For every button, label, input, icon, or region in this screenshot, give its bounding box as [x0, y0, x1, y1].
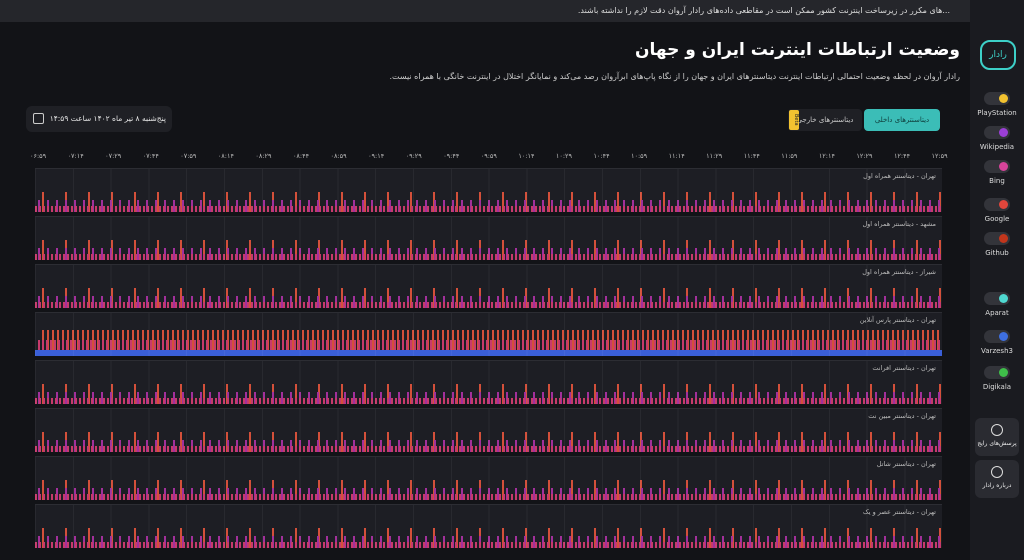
- logo[interactable]: رادار: [980, 40, 1016, 70]
- legend-item[interactable]: Bing: [975, 160, 1019, 185]
- chart-row: تهران - دیتاسنتر مبین نت: [35, 408, 942, 452]
- time-label: ۰۹:۱۴: [368, 152, 385, 160]
- time-label: ۰۷:۱۴: [67, 152, 84, 160]
- color-dot: [999, 294, 1008, 303]
- row-label: مشهد - دیتاسنتر همراه اول: [862, 220, 936, 228]
- time-label: ۱۱:۱۴: [668, 152, 685, 160]
- legend-name: Bing: [989, 177, 1005, 185]
- time-label: ۰۷:۵۹: [180, 152, 197, 160]
- time-label: ۰۷:۴۴: [142, 152, 159, 160]
- color-dot: [999, 368, 1008, 377]
- time-label: ۰۹:۵۹: [480, 152, 497, 160]
- chart-row: تهران - دیتاسنتر شاتل: [35, 456, 942, 500]
- time-label: ۰۸:۱۴: [217, 152, 234, 160]
- chart-row: تهران - دیتاسنتر پارس آنلاین: [35, 312, 942, 356]
- legend-name: Digikala: [982, 383, 1012, 391]
- subtitle: رادار آروان در لحظه وضعیت احتمالی ارتباط…: [389, 72, 960, 81]
- toggle: [984, 292, 1010, 305]
- time-label: ۱۱:۲۹: [706, 152, 723, 160]
- legend-item[interactable]: Varzesh3: [975, 330, 1019, 355]
- calendar-icon: [33, 113, 44, 124]
- time-label: ۱۱:۴۴: [743, 152, 760, 160]
- time-label: ۱۲:۲۹: [856, 152, 873, 160]
- chart-row: تهران - دیتاسنتر عصر و یک: [35, 504, 942, 548]
- legend-item[interactable]: Aparat: [975, 292, 1019, 317]
- color-dot: [999, 94, 1008, 103]
- toggle: [984, 126, 1010, 139]
- legend-name: Github: [985, 249, 1009, 257]
- legend-name: Wikipedia: [979, 143, 1015, 151]
- icon: [991, 466, 1003, 478]
- row-label: تهران - دیتاسنتر عصر و یک: [862, 508, 936, 516]
- color-dot: [999, 200, 1008, 209]
- title: وضعیت ارتباطات اینترنت ایران و جهان: [634, 40, 960, 60]
- toggle: [984, 198, 1010, 211]
- color-dot: [999, 162, 1008, 171]
- tab[interactable]: دیتاسنترهای داخلی: [864, 109, 940, 131]
- toggle: [984, 330, 1010, 343]
- chart-row: شیراز - دیتاسنتر همراه اول: [35, 264, 942, 308]
- chart-row: مشهد - دیتاسنتر همراه اول: [35, 216, 942, 260]
- row-label: شیراز - دیتاسنتر همراه اول: [862, 268, 936, 276]
- chart-row: تهران - دیتاسنتر همراه اول: [35, 168, 942, 212]
- legend-item[interactable]: Github: [975, 232, 1019, 257]
- legend-name: PlayStation: [977, 109, 1017, 117]
- time-label: ۱۰:۵۹: [631, 152, 648, 160]
- tab[interactable]: دیتاسنترهای خارجی: [788, 109, 862, 131]
- toggle: [984, 92, 1010, 105]
- legend-name: Aparat: [985, 309, 1009, 317]
- time-label: ۰۸:۵۹: [330, 152, 347, 160]
- nav-button[interactable]: درباره رادار: [975, 460, 1019, 498]
- icon: [991, 424, 1003, 436]
- time-label: ۱۲:۱۴: [818, 152, 835, 160]
- badge: Beta: [789, 110, 799, 130]
- time-label: ۱۲:۴۴: [893, 152, 911, 160]
- time-label: ۰۹:۴۴: [443, 152, 460, 160]
- row-label: تهران - دیتاسنتر مبین نت: [868, 412, 936, 420]
- toggle: [984, 160, 1010, 173]
- legend-name: Google: [984, 215, 1010, 223]
- time-label: ۱۰:۴۴: [593, 152, 610, 160]
- time-label: ۱۱:۵۹: [781, 152, 798, 160]
- time-label: ۰۷:۲۹: [105, 152, 122, 160]
- chart-row: تهران - دیتاسنتر افرانت: [35, 360, 942, 404]
- row-label: تهران - دیتاسنتر همراه اول: [863, 172, 936, 180]
- row-label: تهران - دیتاسنتر پارس آنلاین: [859, 316, 936, 324]
- legend-item[interactable]: PlayStation: [975, 92, 1019, 117]
- row-label: تهران - دیتاسنتر شاتل: [876, 460, 936, 468]
- color-dot: [999, 332, 1008, 341]
- time-label: ۰۸:۲۹: [255, 152, 272, 160]
- time-label: ۰۶:۵۹: [30, 152, 47, 160]
- color-dot: [999, 128, 1008, 137]
- time-label: ۰۸:۴۴: [292, 152, 310, 160]
- date-picker[interactable]: پنج‌شنبه ۸ تیر ماه ۱۴۰۲ ساعت ۱۴:۵۹: [26, 106, 172, 132]
- toggle: [984, 366, 1010, 379]
- legend-item[interactable]: Google: [975, 198, 1019, 223]
- banner: ...های مکرر در زیرساخت اینترنت کشور ممکن…: [0, 0, 970, 22]
- row-label: تهران - دیتاسنتر افرانت: [872, 364, 936, 372]
- time-label: ۰۹:۲۹: [405, 152, 422, 160]
- time-axis: ۰۶:۵۹ ۰۷:۱۴ ۰۷:۲۹ ۰۷:۴۴ ۰۷:۵۹ ۰۸:۱۴ ۰۸:۲۹ ۰۸:۴۴…: [30, 152, 948, 160]
- legend-item[interactable]: Wikipedia: [975, 126, 1019, 151]
- time-label: ۱۰:۲۹: [555, 152, 573, 160]
- time-label: ۱۰:۱۴: [518, 152, 535, 160]
- time-label: ۱۲:۵۹: [931, 152, 948, 160]
- color-dot: [999, 234, 1008, 243]
- nav-button[interactable]: پرسش‌های رایج: [975, 418, 1019, 456]
- toggle: [984, 232, 1010, 245]
- legend-item[interactable]: Digikala: [975, 366, 1019, 391]
- legend-name: Varzesh3: [981, 347, 1013, 355]
